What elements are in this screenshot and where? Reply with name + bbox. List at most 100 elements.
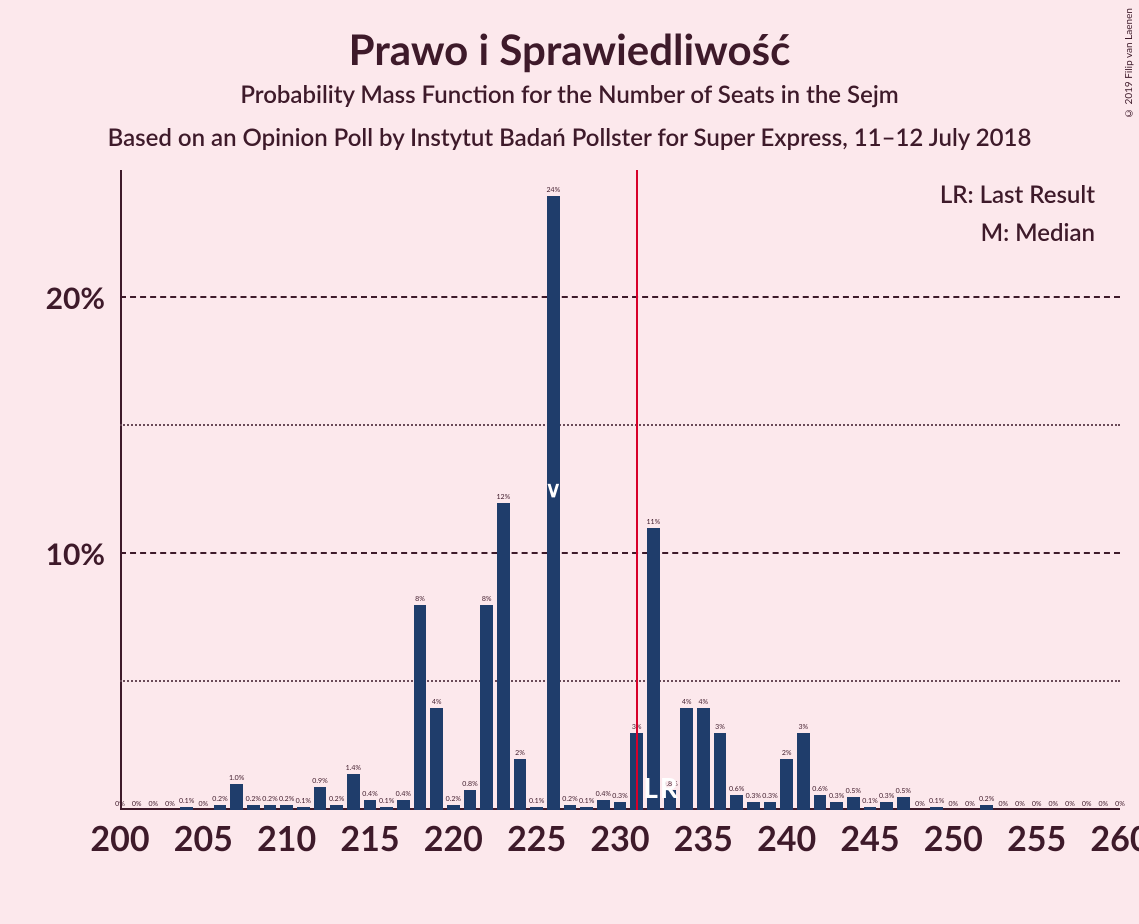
- bar-value-label: 0.1%: [862, 797, 877, 805]
- bar-value-label: 0.2%: [979, 795, 994, 803]
- bar: [730, 795, 743, 810]
- bar-value-label: 0.1%: [529, 797, 544, 805]
- bar: [414, 605, 427, 810]
- bar-value-label: 0.3%: [746, 792, 761, 800]
- bar-value-label: 3%: [798, 723, 808, 731]
- bar-value-label: 4%: [682, 698, 692, 706]
- bar: [297, 807, 310, 810]
- x-tick-label: 260: [1090, 818, 1139, 859]
- bar-value-label: 0.4%: [596, 790, 611, 798]
- bar-value-label: 0.2%: [329, 795, 344, 803]
- bar-value-label: 0.1%: [929, 797, 944, 805]
- bar-value-label: 0.1%: [579, 797, 594, 805]
- bar-value-label: 8%: [482, 595, 492, 603]
- x-axis-labels: 200205210215220225230235240245250255260: [120, 818, 1120, 878]
- bar: [780, 759, 793, 810]
- gridline-minor: [120, 680, 1120, 682]
- bar-value-label: 0%: [115, 800, 125, 808]
- title-source: Based on an Opinion Poll by Instytut Bad…: [0, 123, 1139, 152]
- bar: [447, 805, 460, 810]
- bar: [580, 807, 593, 810]
- bar-value-label: 0%: [1082, 800, 1092, 808]
- x-tick-label: 225: [507, 818, 566, 859]
- bar-value-label: 0.3%: [762, 792, 777, 800]
- bar-value-label: 0%: [1048, 800, 1058, 808]
- last-result-line: [636, 170, 638, 810]
- bar-value-label: 0.4%: [396, 790, 411, 798]
- bar: [897, 797, 910, 810]
- bar-value-label: 0%: [1015, 800, 1025, 808]
- bar: [880, 802, 893, 810]
- bar-value-label: 0.5%: [846, 787, 861, 795]
- bar-value-label: 0%: [148, 800, 158, 808]
- title-main: Prawo i Sprawiedliwość: [0, 24, 1139, 74]
- bar: [764, 802, 777, 810]
- bar: [464, 790, 477, 810]
- bar-value-label: 8%: [415, 595, 425, 603]
- bar-value-label: 0.1%: [379, 797, 394, 805]
- bar-value-label: 2%: [515, 749, 525, 757]
- bar-value-label: 0.3%: [612, 792, 627, 800]
- bar-value-label: 0.8%: [462, 780, 477, 788]
- bar: [397, 800, 410, 810]
- x-tick-label: 250: [924, 818, 983, 859]
- bar-value-label: 0%: [998, 800, 1008, 808]
- y-tick-label: 10%: [46, 536, 105, 572]
- bar: [530, 807, 543, 810]
- bar: [214, 805, 227, 810]
- bar: [247, 805, 260, 810]
- bar: [830, 802, 843, 810]
- x-tick-label: 230: [590, 818, 649, 859]
- bar: [564, 805, 577, 810]
- bar: [714, 733, 727, 810]
- bar: [330, 805, 343, 810]
- bar-value-label: 0.1%: [179, 797, 194, 805]
- y-tick-label: 20%: [46, 280, 105, 316]
- bar-value-label: 4%: [432, 698, 442, 706]
- bar: [930, 807, 943, 810]
- bar: [364, 800, 377, 810]
- bar: [230, 784, 243, 810]
- bar-value-label: 2%: [782, 749, 792, 757]
- bar: [980, 805, 993, 810]
- bar: [647, 528, 660, 810]
- bar-value-label: 0.1%: [296, 797, 311, 805]
- bar: [497, 503, 510, 810]
- gridline-major: [120, 552, 1120, 554]
- chart-area: 10%20%0%0%0%0%0.1%0%0.2%1.0%0.2%0.2%0.2%…: [120, 170, 1120, 810]
- bar-value-label: 1.4%: [346, 764, 361, 772]
- bar: [314, 787, 327, 810]
- x-tick-label: 215: [340, 818, 399, 859]
- bar: [847, 797, 860, 810]
- bar-value-label: 0.2%: [562, 795, 577, 803]
- bar-value-label: 0.2%: [279, 795, 294, 803]
- gridline-major: [120, 296, 1120, 298]
- bar: [814, 795, 827, 810]
- bar-value-label: 0.2%: [262, 795, 277, 803]
- bar-value-label: 0.3%: [879, 792, 894, 800]
- bar: [347, 774, 360, 810]
- bar-value-label: 0%: [165, 800, 175, 808]
- x-tick-label: 220: [424, 818, 483, 859]
- bar-value-label: 0.6%: [812, 785, 827, 793]
- last-result-label: LR: [643, 770, 680, 804]
- bar: [597, 800, 610, 810]
- bar: [280, 805, 293, 810]
- bar-value-label: 0.2%: [446, 795, 461, 803]
- bar: [797, 733, 810, 810]
- bar-value-label: 0.3%: [829, 792, 844, 800]
- bar-value-label: 24%: [546, 186, 560, 194]
- bar-value-label: 0.5%: [896, 787, 911, 795]
- bar: [697, 708, 710, 810]
- plot-area: 10%20%0%0%0%0%0.1%0%0.2%1.0%0.2%0.2%0.2%…: [120, 170, 1120, 810]
- bar-value-label: 0.9%: [312, 777, 327, 785]
- copyright-text: © 2019 Filip van Laenen: [1123, 8, 1135, 119]
- bar-value-label: 12%: [496, 493, 510, 501]
- title-sub: Probability Mass Function for the Number…: [0, 80, 1139, 109]
- bar: [514, 759, 527, 810]
- bar: [747, 802, 760, 810]
- bar: [864, 807, 877, 810]
- bar-value-label: 0%: [1032, 800, 1042, 808]
- bar-value-label: 4%: [698, 698, 708, 706]
- x-tick-label: 235: [674, 818, 733, 859]
